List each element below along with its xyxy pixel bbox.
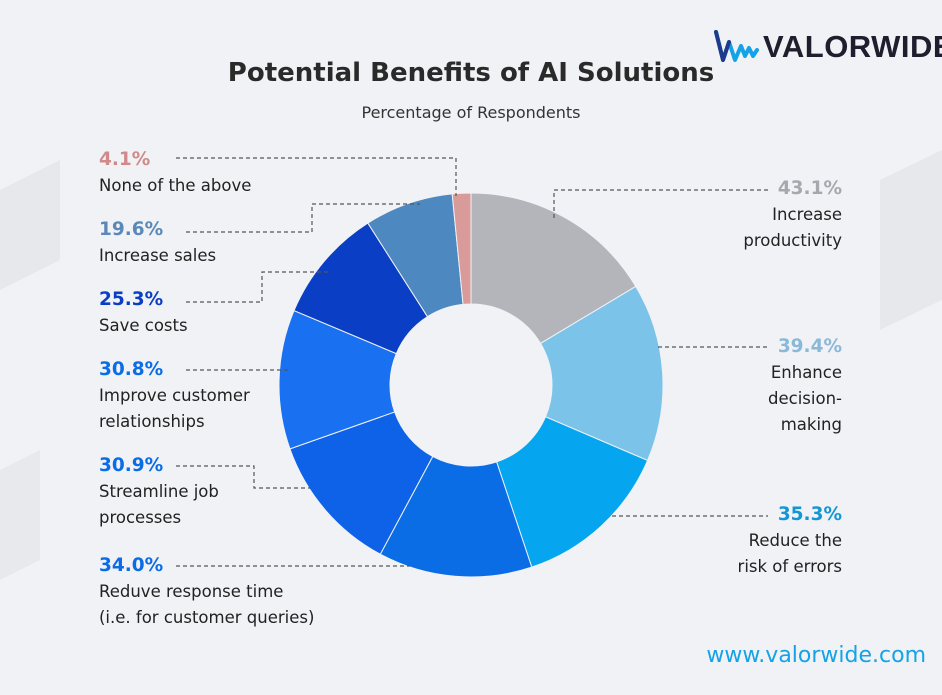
label-text: processes xyxy=(99,508,182,527)
label-streamline-job-processes: 30.9% Streamline job processes xyxy=(99,453,219,531)
slice-streamline-job-processes xyxy=(289,411,434,555)
label-pct: 39.4% xyxy=(777,336,842,357)
slice-improve-customer-relationships xyxy=(278,309,397,450)
leader-line-none xyxy=(176,157,457,196)
website-link[interactable]: www.valorwide.com xyxy=(706,643,926,668)
label-pct: 19.6% xyxy=(99,219,164,240)
label-text: Save costs xyxy=(99,316,188,335)
chart-title: Potential Benefits of AI Solutions xyxy=(227,58,715,88)
label-text: Reduve response time xyxy=(99,582,284,601)
label-pct: 34.0% xyxy=(99,555,164,576)
label-text: decision- xyxy=(768,389,842,408)
leader-line-sales xyxy=(186,203,420,233)
label-text: relationships xyxy=(99,412,205,431)
label-increase-productivity: 43.1% Increase productivity xyxy=(743,176,842,254)
slice-reduce-the-risk-of-errors xyxy=(495,416,649,568)
label-none-of-the-above: 4.1% None of the above xyxy=(99,147,251,199)
leader-line-prod xyxy=(553,189,768,218)
leader-line-stream xyxy=(176,465,310,489)
label-pct: 30.8% xyxy=(99,359,164,380)
slice-reduve-response-time-i-e-for-customer-queries xyxy=(379,455,533,578)
label-text: Enhance xyxy=(770,363,842,382)
label-text: Improve customer xyxy=(99,386,250,405)
label-text: Streamline job xyxy=(99,482,219,501)
slice-enhance-decision-making xyxy=(539,285,664,462)
label-text: productivity xyxy=(743,231,842,250)
label-pct: 35.3% xyxy=(777,504,842,525)
label-text: Increase xyxy=(772,205,842,224)
label-text: Reduce the xyxy=(748,531,842,550)
slice-increase-productivity xyxy=(470,192,637,345)
label-increase-sales: 19.6% Increase sales xyxy=(99,217,216,269)
label-pct: 4.1% xyxy=(99,149,151,170)
label-pct: 25.3% xyxy=(99,289,164,310)
label-improve-customer-relationships: 30.8% Improve customer relationships xyxy=(99,357,250,435)
label-save-costs: 25.3% Save costs xyxy=(99,287,188,339)
label-pct: 30.9% xyxy=(99,455,164,476)
chart-subtitle: Percentage of Respondents xyxy=(361,103,581,122)
label-text: Increase sales xyxy=(99,246,217,265)
label-enhance-decision-making: 39.4% Enhance decision- making xyxy=(768,334,842,438)
label-text: (i.e. for customer queries) xyxy=(99,608,315,627)
label-pct: 43.1% xyxy=(777,178,842,199)
slice-none-of-the-above xyxy=(451,192,472,305)
label-reduce-risk-of-errors: 35.3% Reduce the risk of errors xyxy=(738,502,842,580)
wave-logo-icon xyxy=(714,30,759,62)
leader-line-costs xyxy=(186,271,330,303)
label-text: None of the above xyxy=(99,176,252,195)
label-reduce-response-time: 34.0% Reduve response time (i.e. for cus… xyxy=(99,553,314,631)
label-text: risk of errors xyxy=(737,557,842,576)
brand-name: VALORWIDE xyxy=(763,29,942,64)
brand-logo: VALORWIDE xyxy=(713,26,942,68)
label-text: making xyxy=(780,415,842,434)
